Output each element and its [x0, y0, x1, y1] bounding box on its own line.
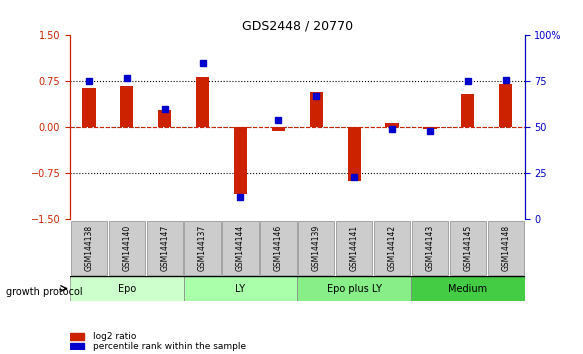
- Bar: [196, 76, 209, 127]
- FancyBboxPatch shape: [336, 221, 373, 275]
- FancyBboxPatch shape: [108, 221, 145, 275]
- Text: GSM144144: GSM144144: [236, 225, 245, 271]
- FancyBboxPatch shape: [298, 221, 335, 275]
- Text: GSM144145: GSM144145: [463, 225, 472, 271]
- Bar: [70, 333, 83, 340]
- FancyBboxPatch shape: [71, 221, 107, 275]
- Bar: [272, 127, 285, 131]
- Text: Medium: Medium: [448, 284, 487, 293]
- Text: GSM144141: GSM144141: [350, 225, 359, 271]
- FancyBboxPatch shape: [374, 221, 410, 275]
- Bar: [499, 85, 512, 127]
- Text: Epo plus LY: Epo plus LY: [326, 284, 382, 293]
- Bar: [82, 87, 96, 127]
- Bar: [120, 86, 134, 127]
- Text: percentile rank within the sample: percentile rank within the sample: [93, 342, 246, 351]
- Text: GSM144139: GSM144139: [312, 225, 321, 271]
- Bar: [70, 343, 83, 349]
- Bar: [310, 92, 323, 127]
- FancyBboxPatch shape: [260, 221, 297, 275]
- Bar: [423, 127, 437, 129]
- Text: GSM144140: GSM144140: [122, 225, 131, 271]
- Title: GDS2448 / 20770: GDS2448 / 20770: [242, 20, 353, 33]
- FancyBboxPatch shape: [297, 276, 411, 301]
- Text: GSM144143: GSM144143: [426, 225, 434, 271]
- FancyBboxPatch shape: [411, 276, 525, 301]
- Bar: [385, 123, 399, 127]
- FancyBboxPatch shape: [449, 221, 486, 275]
- FancyBboxPatch shape: [70, 276, 184, 301]
- Text: GSM144146: GSM144146: [274, 225, 283, 271]
- Text: GSM144138: GSM144138: [85, 225, 93, 271]
- Text: Epo: Epo: [118, 284, 136, 293]
- Text: GSM144147: GSM144147: [160, 225, 169, 271]
- FancyBboxPatch shape: [184, 276, 297, 301]
- Text: GSM144137: GSM144137: [198, 225, 207, 271]
- FancyBboxPatch shape: [487, 221, 524, 275]
- FancyBboxPatch shape: [184, 221, 221, 275]
- Bar: [158, 110, 171, 127]
- Text: GSM144142: GSM144142: [388, 225, 396, 271]
- Bar: [461, 94, 475, 127]
- Bar: [234, 127, 247, 194]
- Text: GSM144148: GSM144148: [501, 225, 510, 271]
- FancyBboxPatch shape: [412, 221, 448, 275]
- FancyBboxPatch shape: [222, 221, 259, 275]
- Text: LY: LY: [236, 284, 245, 293]
- FancyBboxPatch shape: [146, 221, 183, 275]
- Text: growth protocol: growth protocol: [6, 287, 82, 297]
- Text: log2 ratio: log2 ratio: [93, 332, 136, 341]
- Bar: [347, 127, 361, 181]
